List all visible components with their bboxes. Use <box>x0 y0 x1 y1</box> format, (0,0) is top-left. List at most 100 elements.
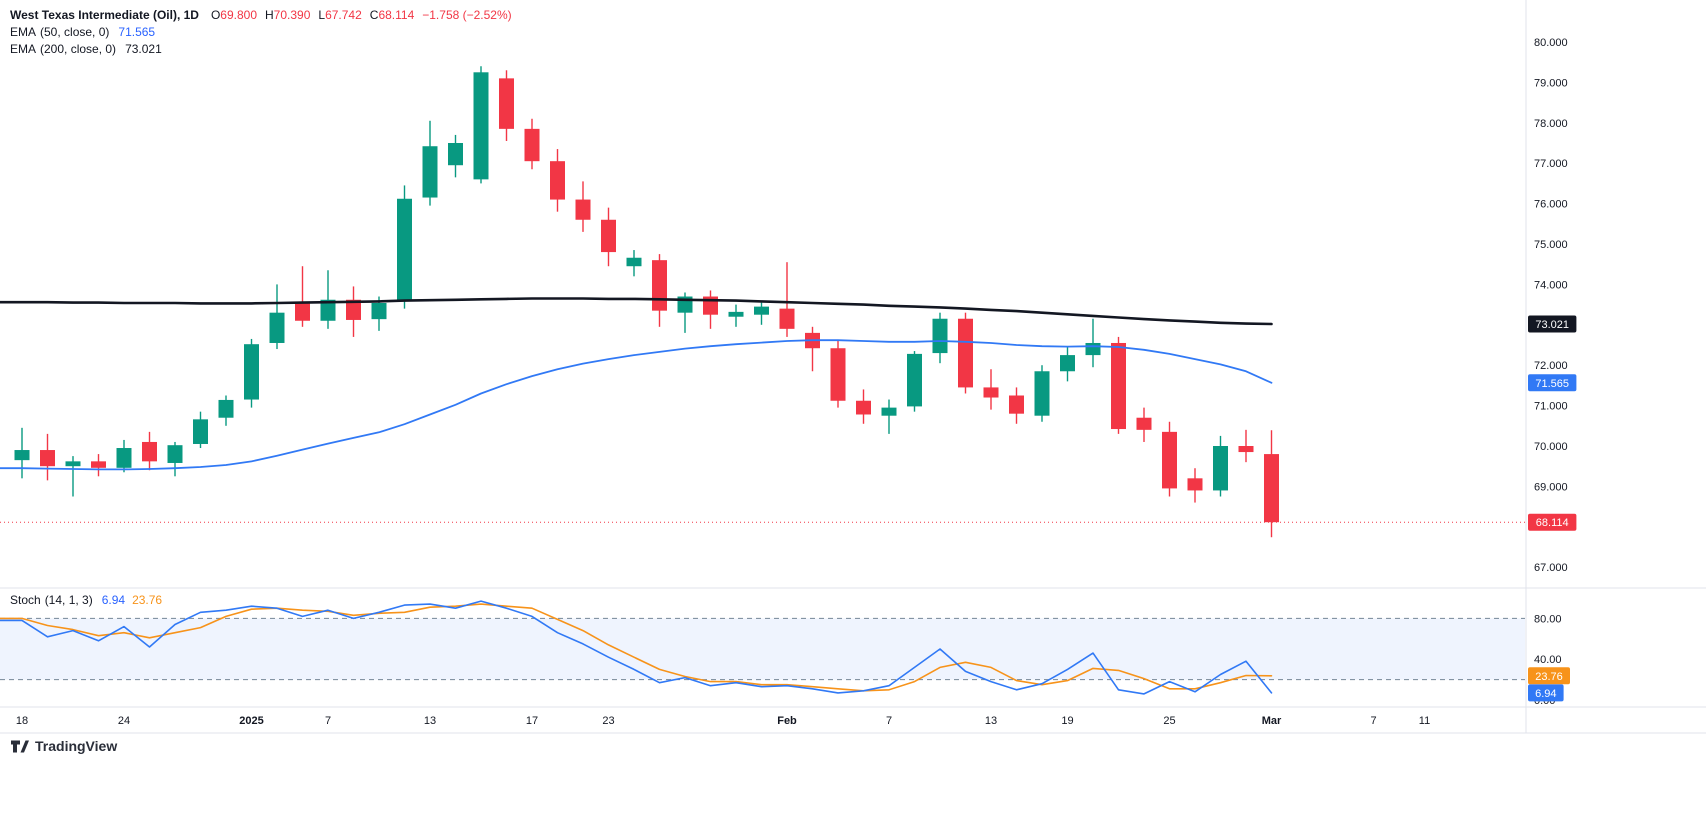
candle-down[interactable] <box>703 290 718 329</box>
close-value: C68.114 <box>369 8 415 22</box>
time-axis-label: 18 <box>16 715 28 727</box>
time-axis-label: 13 <box>424 715 436 727</box>
candle-up[interactable] <box>397 185 412 309</box>
axis-label: 80.000 <box>1534 37 1568 49</box>
candle-down[interactable] <box>142 431 157 471</box>
candle-down[interactable] <box>805 326 820 372</box>
time-axis-label: 25 <box>1163 715 1175 727</box>
candle-down[interactable] <box>601 207 616 267</box>
candle-down[interactable] <box>779 262 795 337</box>
candle-down[interactable] <box>1162 421 1177 497</box>
axis-label: 69.000 <box>1534 481 1568 493</box>
axis-label: 70.000 <box>1534 441 1568 453</box>
candle-up[interactable] <box>1034 365 1050 422</box>
candle-down[interactable] <box>1009 387 1024 424</box>
time-axis-label: 7 <box>325 715 331 727</box>
candle-down[interactable] <box>346 286 361 337</box>
axis-label: 80.00 <box>1534 613 1562 625</box>
candle-down[interactable] <box>856 389 871 424</box>
candle-up[interactable] <box>907 351 922 412</box>
candle-up[interactable] <box>14 427 30 479</box>
candle-down[interactable] <box>1238 429 1254 463</box>
candle-up[interactable] <box>473 66 489 184</box>
candle-series[interactable] <box>14 66 1280 538</box>
axis-label: 76.000 <box>1534 199 1568 211</box>
time-axis-label: 13 <box>985 715 997 727</box>
candle-down[interactable] <box>550 149 565 212</box>
candle-up[interactable] <box>448 134 463 178</box>
candle-down[interactable] <box>958 312 973 394</box>
candle-down[interactable] <box>1187 468 1203 503</box>
stoch-d-value: 23.76 <box>132 593 163 607</box>
candle-down[interactable] <box>830 340 846 408</box>
candle-down[interactable] <box>1264 430 1279 538</box>
axis-badge: 68.114 <box>1528 513 1577 531</box>
candle-down[interactable] <box>1111 336 1126 434</box>
candle-up[interactable] <box>932 312 948 364</box>
candle-up[interactable] <box>269 284 285 350</box>
symbol-title[interactable]: West Texas Intermediate (Oil), 1D <box>10 8 199 22</box>
axis-badge: 71.565 <box>1528 374 1577 392</box>
candle-up[interactable] <box>1060 347 1075 382</box>
candle-down[interactable] <box>575 181 591 232</box>
ema50-name: EMA <box>10 25 37 39</box>
time-axis-label: 2025 <box>239 715 263 727</box>
candle-up[interactable] <box>728 304 744 327</box>
axis-label: 78.000 <box>1534 118 1568 130</box>
candle-down[interactable] <box>652 254 667 327</box>
axis-badge: 6.94 <box>1528 684 1564 702</box>
time-axis-label: 23 <box>602 715 614 727</box>
stoch-name: Stoch <box>10 593 41 607</box>
candle-down[interactable] <box>40 433 55 481</box>
time-axis-label: 11 <box>1419 715 1430 727</box>
symbol-row: West Texas Intermediate (Oil), 1D O69.80… <box>10 7 512 24</box>
candle-up[interactable] <box>626 250 642 277</box>
candle-down[interactable] <box>91 454 106 477</box>
axis-label: 72.000 <box>1534 360 1568 372</box>
candle-up[interactable] <box>116 439 132 473</box>
candle-up[interactable] <box>1085 318 1101 368</box>
candle-up[interactable] <box>881 399 897 434</box>
candle-down[interactable] <box>983 369 999 410</box>
candle-up[interactable] <box>65 456 81 497</box>
axis-label: 74.000 <box>1534 279 1568 291</box>
tradingview-watermark[interactable]: TradingView <box>10 738 117 754</box>
ema200-name: EMA <box>10 42 37 56</box>
candle-down[interactable] <box>499 70 514 141</box>
open-value: O69.800 <box>210 8 257 22</box>
candle-up[interactable] <box>244 338 259 408</box>
candle-down[interactable] <box>524 118 540 170</box>
candle-down[interactable] <box>295 266 310 327</box>
candle-up[interactable] <box>193 411 208 449</box>
candle-up[interactable] <box>218 395 234 426</box>
price-scale[interactable]: 80.000 79.000 78.000 77.000 76.000 75.000 74.0… <box>1528 37 1577 707</box>
stoch-params: (14, 1, 3) <box>44 593 93 607</box>
high-value: H70.390 <box>265 8 311 22</box>
ema50-value: 71.565 <box>118 25 156 39</box>
candle-down[interactable] <box>1136 407 1152 442</box>
ema200-params: (200, close, 0) <box>40 42 117 56</box>
price-pane[interactable] <box>0 66 1525 538</box>
time-axis-label: 7 <box>1370 715 1376 727</box>
candle-up[interactable] <box>320 270 336 329</box>
time-axis-label: Feb <box>777 715 797 727</box>
candle-up[interactable] <box>754 302 769 325</box>
candle-up[interactable] <box>167 441 183 477</box>
candle-up[interactable] <box>1213 435 1228 497</box>
candle-up[interactable] <box>422 120 438 206</box>
ema50-legend[interactable]: EMA (50, close, 0) 71.565 <box>10 24 512 41</box>
tradingview-logo-icon <box>11 740 29 752</box>
axis-label: 77.000 <box>1534 158 1568 170</box>
axis-label: 40.00 <box>1534 654 1562 666</box>
stoch-pane[interactable] <box>0 600 1525 695</box>
axis-badge-text: 68.114 <box>1536 517 1569 529</box>
time-axis-label: 7 <box>886 715 892 727</box>
ema50-line <box>0 339 1273 471</box>
time-axis-label: 17 <box>526 715 538 727</box>
time-scale[interactable]: 18 24 2025 7 13 17 23 Feb 7 13 19 25 Mar 7 11 <box>16 715 1430 727</box>
stoch-legend[interactable]: Stoch (14, 1, 3) 6.94 23.76 <box>10 592 169 609</box>
ema200-legend[interactable]: EMA (200, close, 0) 73.021 <box>10 41 512 58</box>
time-axis-label: Mar <box>1262 715 1282 727</box>
